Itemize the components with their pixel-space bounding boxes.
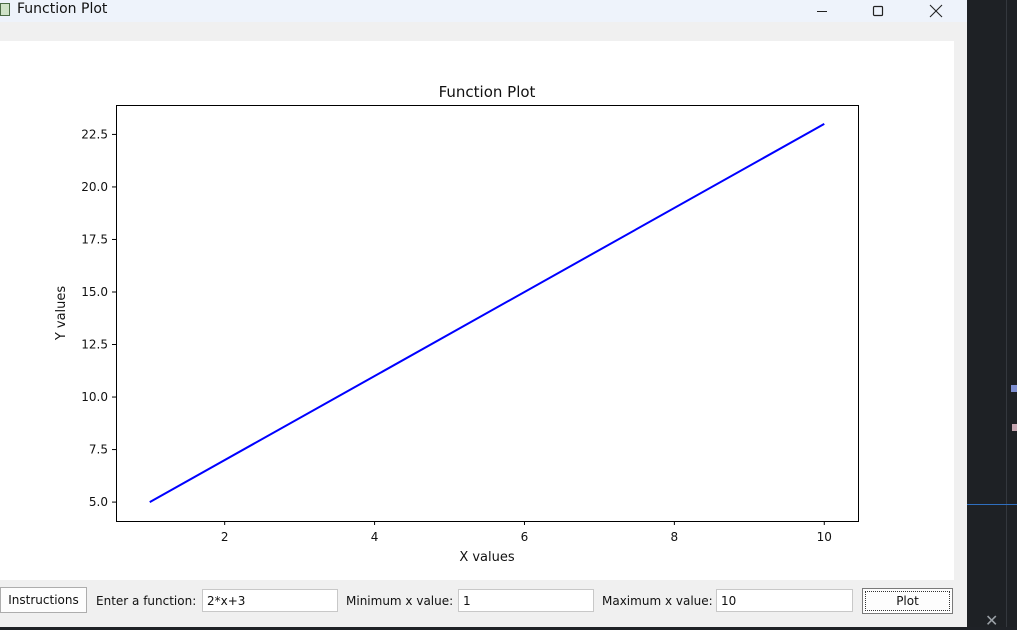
x-tick-label: 2 [221, 530, 229, 544]
plot-button[interactable]: Plot [862, 588, 953, 614]
minimize-icon [817, 11, 827, 12]
instructions-button[interactable]: Instructions [0, 587, 87, 613]
y-tick-label: 7.5 [89, 443, 108, 457]
minimize-button[interactable] [794, 0, 850, 22]
x-tick-label: 4 [371, 530, 379, 544]
control-bar: Instructions Enter a function: Minimum x… [0, 580, 967, 627]
min-x-label: Minimum x value: [346, 594, 454, 608]
min-x-input[interactable] [458, 589, 594, 612]
x-tick-label: 8 [671, 530, 679, 544]
function-label: Enter a function: [96, 594, 197, 608]
app-icon [0, 3, 10, 16]
x-tick-label: 10 [817, 530, 832, 544]
y-tick-label: 22.5 [81, 127, 108, 141]
editor-close-icon[interactable]: ✕ [985, 611, 999, 630]
x-axis-label: X values [459, 550, 515, 565]
function-input[interactable] [202, 589, 338, 612]
function-chart: Function Plot 2 4 6 8 10 5.0 7.5 10.0 12.5 15.0 17.… [54, 83, 859, 565]
window-title: Function Plot [17, 1, 108, 17]
plot-button-label: Plot [865, 591, 950, 611]
maximize-icon [872, 5, 884, 17]
y-tick-label: 5.0 [89, 495, 108, 509]
x-tick-label: 6 [521, 530, 529, 544]
axes-frame [116, 105, 859, 522]
editor-marker [1011, 385, 1017, 392]
title-bar: Function Plot [0, 0, 967, 22]
y-tick-label: 17.5 [81, 232, 108, 246]
y-tick-label: 10.0 [81, 390, 108, 404]
y-tick-label: 12.5 [81, 338, 108, 352]
background-editor [967, 0, 1017, 627]
editor-highlight-line [967, 504, 1017, 505]
close-icon [929, 4, 943, 18]
chart-title: Function Plot [439, 83, 536, 101]
editor-marker [1012, 424, 1017, 431]
maximize-button[interactable] [850, 0, 906, 22]
plot-canvas: Function Plot 2 4 6 8 10 5.0 7.5 10.0 12.5 15.0 17.… [0, 41, 954, 580]
y-axis-label: Y values [54, 286, 69, 342]
y-tick-label: 20.0 [81, 180, 108, 194]
max-x-label: Maximum x value: [602, 594, 713, 608]
close-button[interactable] [908, 0, 964, 22]
editor-divider [1006, 0, 1007, 627]
data-series-line [149, 123, 825, 503]
y-tick-label: 15.0 [81, 285, 108, 299]
max-x-input[interactable] [716, 589, 853, 612]
app-window: Function Plot Function Plot 2 4 6 8 10 5.0 7.5 1… [0, 0, 967, 627]
